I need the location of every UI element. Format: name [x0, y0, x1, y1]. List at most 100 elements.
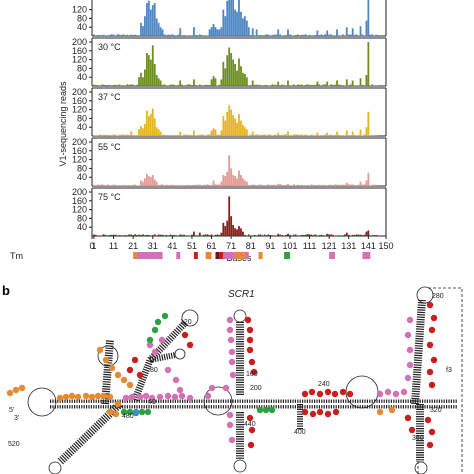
bar: [226, 55, 229, 86]
bar: [167, 185, 170, 186]
bar: [357, 234, 360, 236]
bar: [363, 184, 366, 186]
bar: [304, 34, 307, 36]
bar: [157, 234, 160, 236]
reactivity-dot: [227, 336, 235, 344]
bar: [300, 134, 303, 136]
reactivity-dot: [247, 441, 255, 449]
bar: [251, 80, 254, 86]
bar: [247, 27, 250, 36]
bar: [210, 130, 213, 136]
bar: [249, 134, 252, 136]
bar: [271, 235, 274, 236]
bar: [104, 235, 107, 236]
bar: [326, 132, 329, 136]
reactivity-dot: [100, 392, 108, 400]
bar: [265, 135, 268, 136]
reactivity-dot: [126, 408, 134, 416]
bar: [363, 85, 366, 86]
bar: [142, 77, 144, 86]
bar: [320, 234, 323, 236]
x-tick-label: 51: [187, 241, 197, 251]
bar: [183, 185, 185, 186]
tm-segment: [133, 252, 138, 259]
bar: [371, 235, 374, 236]
bar: [318, 235, 321, 236]
x-tick-label: 91: [265, 241, 275, 251]
bar: [145, 53, 148, 86]
bar: [361, 235, 364, 236]
bar: [359, 78, 362, 86]
bar: [142, 234, 144, 236]
bar: [243, 127, 246, 136]
bar: [149, 9, 152, 36]
bar: [161, 234, 164, 236]
bar: [304, 234, 307, 236]
bar: [291, 135, 293, 136]
reactivity-dot: [164, 392, 172, 400]
bar: [212, 180, 215, 186]
bar: [102, 184, 105, 186]
bar: [285, 35, 287, 36]
bar: [220, 181, 223, 186]
bar: [261, 235, 264, 236]
bar: [138, 234, 140, 236]
bar: [128, 35, 131, 36]
bar: [116, 34, 119, 36]
reactivity-dot: [106, 393, 114, 401]
bar: [361, 184, 364, 186]
bar: [345, 182, 348, 186]
bar: [208, 29, 211, 36]
bar: [173, 35, 176, 36]
bar: [106, 134, 109, 136]
bar: [226, 111, 229, 136]
bar: [157, 22, 160, 36]
bar: [359, 26, 362, 36]
bar: [108, 134, 111, 136]
bar: [202, 35, 205, 36]
bar: [197, 135, 199, 136]
bar: [230, 53, 233, 86]
bar: [197, 235, 199, 236]
bar: [148, 234, 150, 236]
reactivity-dot: [324, 410, 332, 418]
bar: [269, 134, 272, 136]
bar: [134, 234, 136, 236]
bar: [349, 235, 352, 236]
bar: [355, 185, 358, 186]
bar: [300, 234, 303, 236]
bar: [220, 27, 223, 36]
y-tick-label: 120: [72, 5, 87, 15]
bar: [273, 184, 276, 186]
reactivity-dot: [126, 381, 134, 389]
reactivity-dot: [151, 326, 159, 334]
bar: [328, 34, 330, 36]
bar: [359, 234, 362, 236]
bar: [99, 184, 101, 186]
bar: [273, 84, 276, 86]
bar: [220, 130, 223, 136]
bar: [147, 55, 150, 86]
bar: [132, 34, 134, 36]
bar: [218, 134, 221, 136]
bar: [216, 234, 219, 236]
bar: [171, 235, 174, 236]
reactivity-dot: [186, 394, 194, 402]
bar: [228, 0, 231, 36]
bar: [130, 34, 132, 36]
bar: [187, 184, 189, 186]
bar: [163, 34, 166, 36]
bar: [340, 184, 342, 186]
bar: [263, 134, 266, 136]
bar: [104, 134, 107, 136]
bar: [285, 234, 287, 236]
tm-segment: [235, 252, 245, 259]
reactivity-dot: [106, 408, 114, 416]
bar: [200, 134, 203, 136]
bar: [108, 34, 111, 36]
reactivity-dot: [244, 316, 252, 324]
bar: [267, 234, 270, 236]
bar: [93, 185, 95, 186]
bar: [144, 235, 146, 236]
reactivity-dot: [384, 388, 392, 396]
